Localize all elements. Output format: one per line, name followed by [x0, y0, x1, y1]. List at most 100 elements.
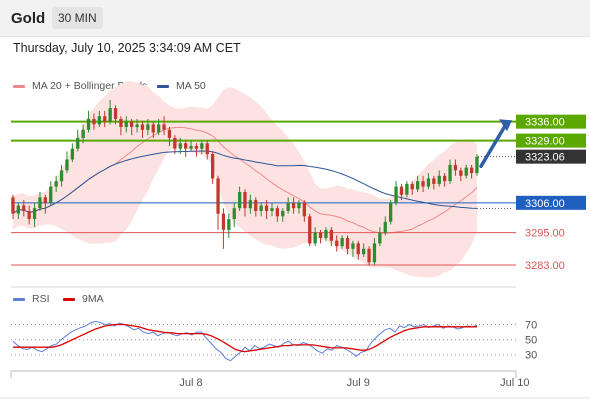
candle-body	[86, 118, 91, 130]
candle-body	[308, 216, 312, 244]
candle-body	[378, 232, 382, 244]
legend-9ma: 9MA	[63, 293, 104, 305]
candle-body	[108, 108, 112, 122]
candle-body	[124, 121, 128, 127]
candle-body	[264, 205, 269, 211]
level-badge-support	[516, 195, 586, 210]
candle-body	[437, 175, 441, 184]
candle-body	[49, 186, 53, 203]
candle-body	[399, 186, 404, 195]
candle-body	[189, 146, 193, 149]
candle-body	[92, 118, 96, 125]
candle-body	[59, 170, 64, 182]
candle-body	[410, 183, 414, 190]
candle-body	[70, 148, 74, 160]
ma50-line	[12, 150, 478, 215]
candle-body	[313, 232, 317, 244]
bollinger-band-area	[13, 81, 477, 278]
candle-body	[76, 137, 80, 149]
candle-body	[297, 202, 301, 209]
header-bar: Gold 30 MIN	[0, 0, 590, 37]
level-label-resistance: 3336.00	[525, 117, 565, 129]
candle-body	[426, 178, 431, 187]
candle-body	[135, 124, 139, 128]
candle-body	[16, 205, 20, 214]
candle-body	[291, 202, 296, 209]
candle-body	[22, 205, 26, 211]
rsi-tick-label: 50	[525, 335, 537, 347]
candle-body	[254, 200, 258, 211]
x-tick-label: Jul 8	[179, 377, 202, 389]
candle-body	[367, 248, 371, 263]
candle-body	[243, 192, 247, 209]
current-price-badge	[516, 149, 586, 164]
candle-body	[205, 143, 209, 155]
candle-body	[216, 178, 220, 214]
candle-body	[340, 238, 344, 247]
candle-body	[248, 200, 252, 209]
candle-body	[221, 213, 226, 230]
candle-body	[113, 108, 118, 119]
forecast-arrow-head	[499, 119, 512, 132]
level-label-resistance: 3329.00	[525, 136, 565, 148]
candle-body	[200, 143, 204, 149]
legend-ma20-swatch	[13, 84, 25, 88]
candle-body	[443, 175, 447, 182]
candle-body	[345, 238, 350, 249]
candle-body	[184, 143, 188, 149]
timeframe-button[interactable]: 30 MIN	[52, 7, 103, 29]
candle-body	[259, 205, 263, 211]
legend-rsi-label: RSI	[32, 293, 50, 305]
candle-body	[27, 210, 31, 219]
candle-body	[227, 219, 231, 230]
candle-body	[324, 229, 328, 238]
candle-body	[383, 221, 387, 233]
candle-body	[351, 243, 355, 249]
rsi-line	[12, 320, 478, 362]
candle-body	[464, 167, 468, 176]
level-label-minor: 3283.00	[525, 260, 565, 272]
candle-body	[475, 156, 479, 174]
level-badge-resistance	[516, 133, 586, 148]
rsi-9ma-line	[13, 323, 477, 353]
candle-body	[453, 164, 458, 171]
candle-body	[119, 118, 123, 127]
candle-body	[157, 124, 161, 133]
candle-body	[238, 192, 242, 209]
level-badge-resistance	[516, 114, 586, 129]
legend-ma50-swatch	[157, 84, 169, 88]
candle-body	[38, 197, 42, 209]
candle-body	[103, 116, 107, 122]
candle-body	[275, 208, 279, 217]
candle-body	[372, 243, 377, 263]
legend-ma50: MA 50	[157, 80, 206, 92]
candle-body	[43, 197, 47, 203]
candle-body	[97, 116, 101, 125]
candle-body	[459, 170, 463, 176]
rsi-tick-label: 70	[525, 320, 537, 332]
chart-timestamp: Thursday, July 10, 2025 3:34:09 AM CET	[13, 41, 241, 55]
candle-body	[178, 143, 182, 149]
candle-body	[194, 146, 199, 149]
level-label-minor: 3295.00	[525, 228, 565, 240]
x-tick-label: Jul 9	[347, 377, 370, 389]
candle-body	[416, 181, 420, 190]
candle-body	[151, 124, 155, 133]
candle-body	[167, 129, 172, 138]
candle-body	[362, 248, 366, 255]
candle-body	[146, 124, 150, 130]
candle-body	[232, 208, 236, 219]
level-label-support: 3306.00	[525, 198, 565, 210]
candle-body	[389, 202, 393, 222]
forecast-arrow-shaft	[479, 122, 508, 169]
candle-body	[211, 154, 215, 179]
candle-body	[65, 159, 69, 171]
instrument-title: Gold	[11, 10, 46, 27]
candle-body	[270, 208, 274, 211]
candle-body	[356, 243, 360, 255]
legend-ma50-label: MA 50	[176, 80, 206, 92]
current-price-label: 3323.06	[525, 152, 565, 164]
candle-body	[421, 181, 425, 187]
candle-body	[329, 229, 333, 241]
